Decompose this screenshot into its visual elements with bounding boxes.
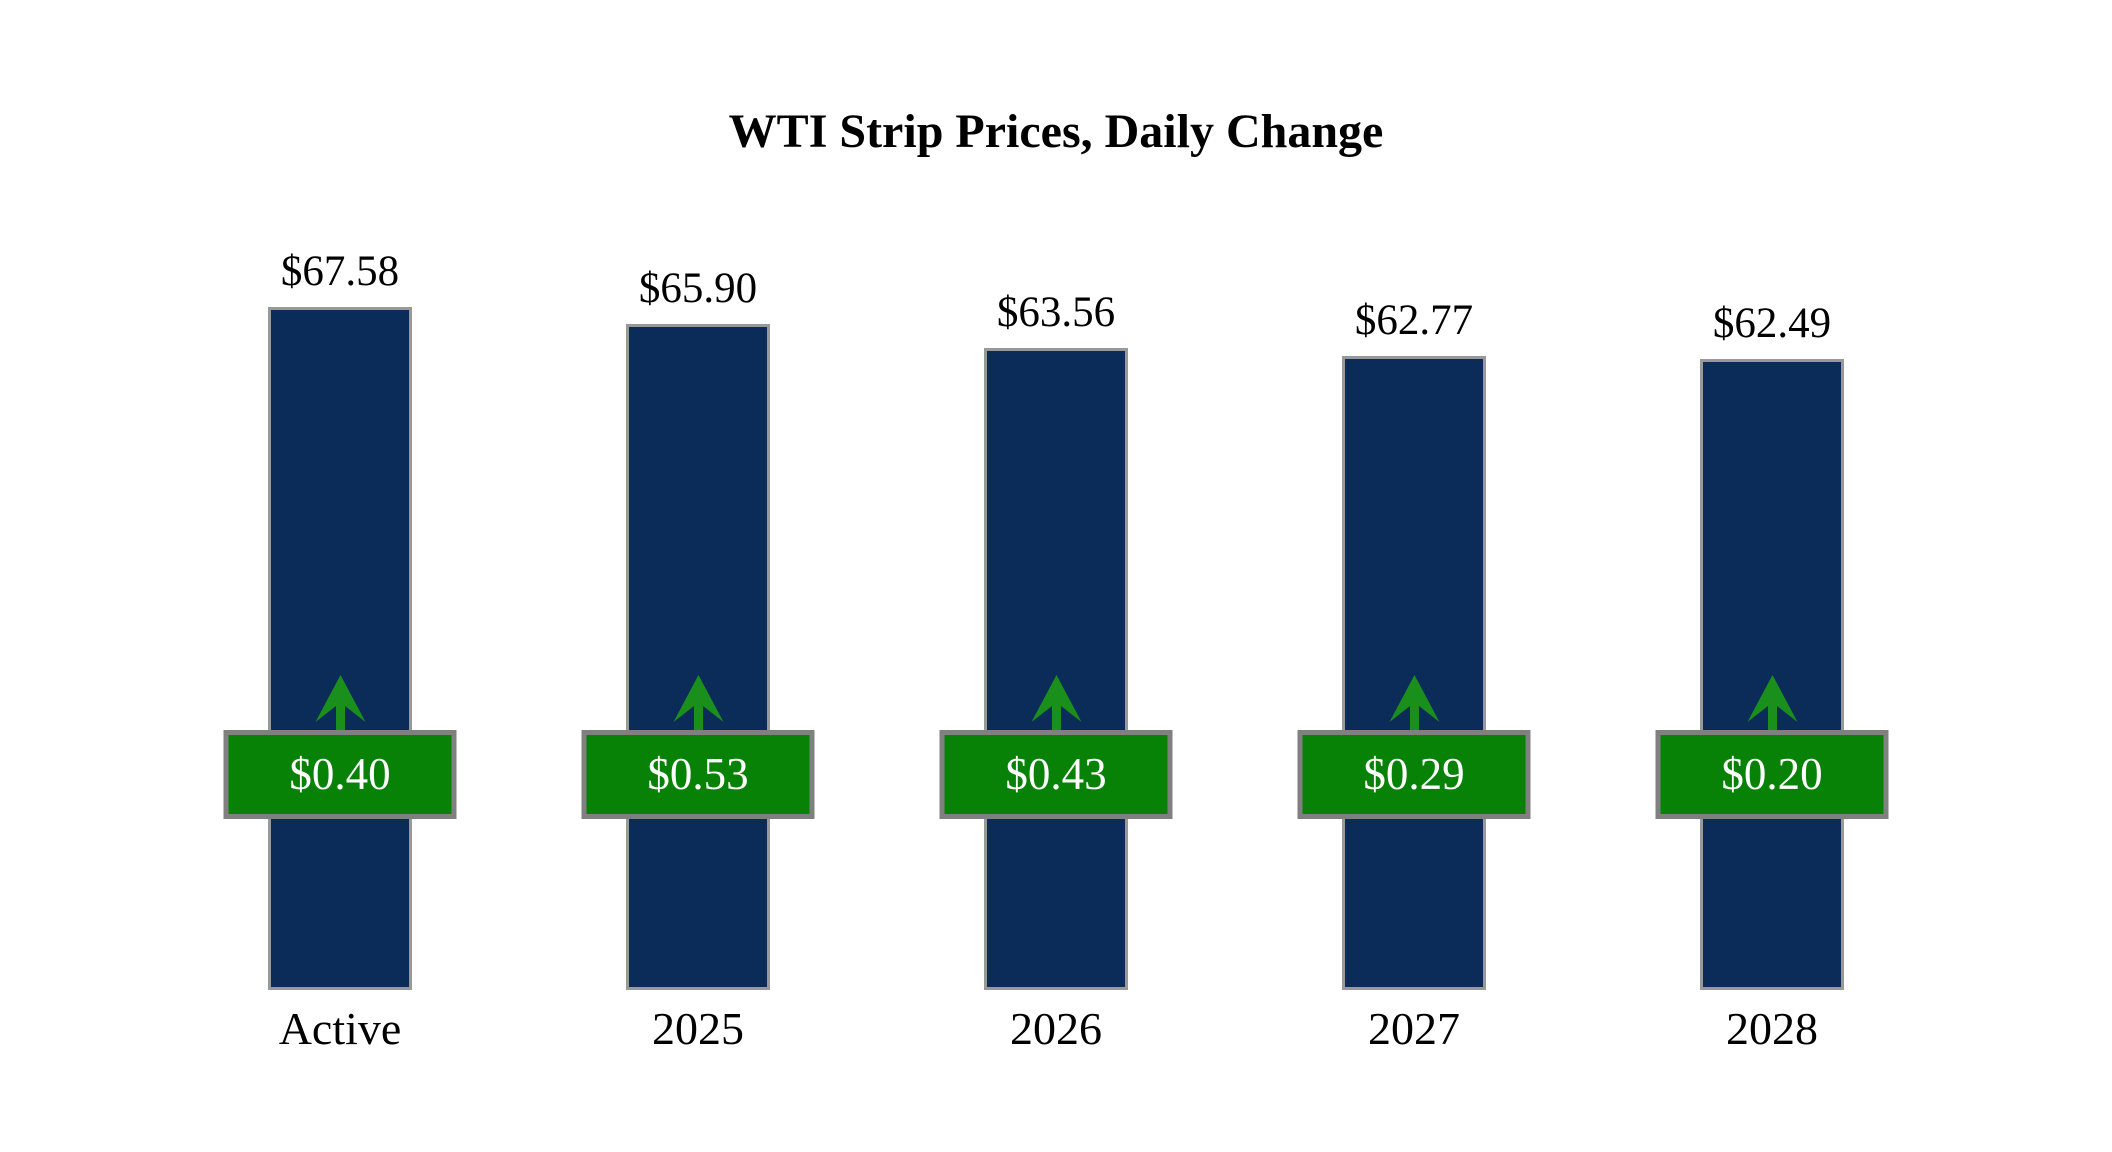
chart-title: WTI Strip Prices, Daily Change — [728, 105, 1384, 158]
plot-area: $65.90 $0.53 — [578, 180, 818, 990]
plot-area: $67.58 $0.40 — [220, 180, 460, 990]
up-arrow-icon — [315, 675, 365, 730]
category-label: 2026 — [1010, 1003, 1102, 1054]
plot-area: $62.77 $0.29 — [1294, 180, 1534, 990]
category-label: 2028 — [1726, 1003, 1818, 1054]
daily-change-indicator: $0.40 — [223, 674, 457, 819]
change-value: $0.40 — [289, 749, 391, 799]
category-label: 2027 — [1368, 1003, 1460, 1054]
up-arrow-icon — [1031, 675, 1081, 730]
bar-column: $62.49 $0.20 2028 — [1652, 180, 1892, 1052]
change-value: $0.53 — [647, 749, 749, 799]
plot-area: $62.49 $0.20 — [1652, 180, 1892, 990]
change-badge: $0.29 — [1297, 730, 1531, 819]
change-value: $0.29 — [1363, 749, 1465, 799]
change-value: $0.43 — [1005, 749, 1107, 799]
bar-column: $63.56 $0.43 2026 — [936, 180, 1176, 1052]
strip-price-bar — [626, 324, 770, 990]
change-value: $0.20 — [1721, 749, 1823, 799]
up-arrow-icon — [673, 675, 723, 730]
price-label: $62.49 — [1712, 300, 1832, 347]
price-label: $65.90 — [638, 265, 758, 312]
daily-change-indicator: $0.43 — [939, 674, 1173, 819]
price-label: $63.56 — [996, 289, 1116, 336]
up-arrow-icon — [1747, 675, 1797, 730]
price-label: $62.77 — [1354, 297, 1474, 344]
bar-column: $65.90 $0.53 2025 — [578, 180, 818, 1052]
change-badge: $0.20 — [1655, 730, 1889, 819]
category-label: Active — [278, 1003, 402, 1054]
strip-price-bar — [268, 307, 412, 990]
strip-price-bar — [984, 348, 1128, 990]
daily-change-indicator: $0.53 — [581, 674, 815, 819]
strip-price-bar — [1700, 359, 1844, 990]
strip-price-bar — [1342, 356, 1486, 990]
bar-column: $67.58 $0.40 Active — [220, 180, 460, 1052]
change-badge: $0.53 — [581, 730, 815, 819]
bar-column: $62.77 $0.29 2027 — [1294, 180, 1534, 1052]
change-badge: $0.43 — [939, 730, 1173, 819]
bar-columns: $67.58 $0.40 Active $65.90 — [0, 180, 2112, 1052]
plot-area: $63.56 $0.43 — [936, 180, 1176, 990]
daily-change-indicator: $0.20 — [1655, 674, 1889, 819]
change-badge: $0.40 — [223, 730, 457, 819]
price-label: $67.58 — [280, 248, 400, 295]
daily-change-indicator: $0.29 — [1297, 674, 1531, 819]
up-arrow-icon — [1389, 675, 1439, 730]
category-label: 2025 — [652, 1003, 744, 1054]
